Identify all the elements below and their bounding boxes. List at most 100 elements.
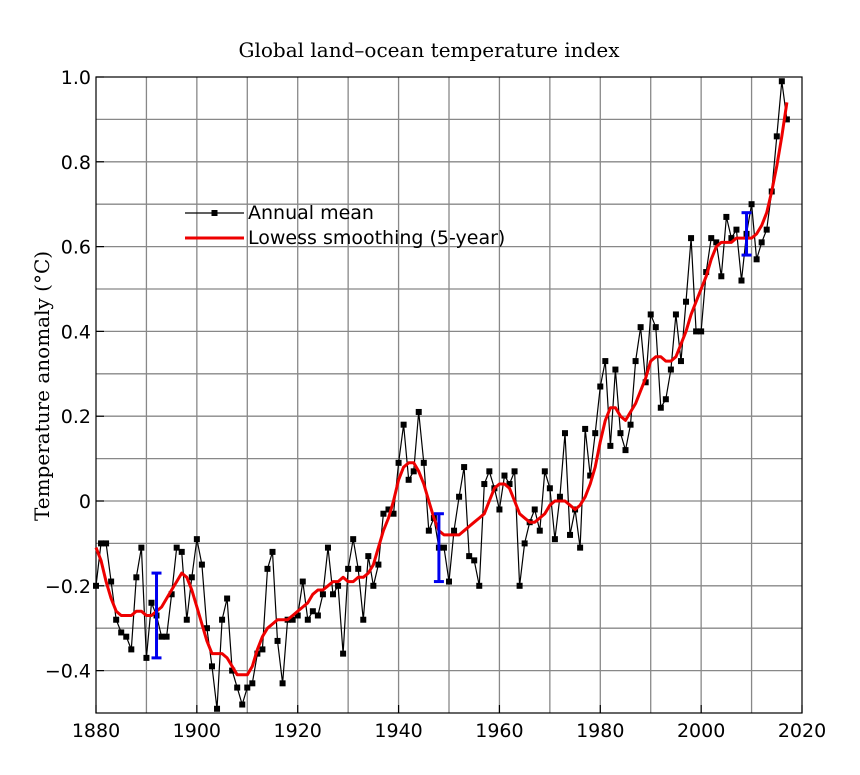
annual-mean-point bbox=[718, 273, 725, 280]
annual-mean-point bbox=[350, 536, 357, 543]
annual-mean-point bbox=[471, 557, 478, 564]
annual-mean-point bbox=[289, 616, 296, 623]
annual-mean-point bbox=[143, 654, 150, 661]
y-tick-label: 1.0 bbox=[61, 67, 91, 89]
y-axis: −0.4 −0.2 0 0.2 0.4 0.6 0.8 1.0 bbox=[45, 67, 104, 683]
annual-mean-point bbox=[551, 536, 558, 543]
annual-mean-point bbox=[193, 536, 200, 543]
annual-mean-point bbox=[713, 239, 720, 246]
annual-mean-point bbox=[269, 548, 276, 555]
annual-mean-point bbox=[456, 493, 463, 500]
annual-mean-point bbox=[541, 468, 548, 475]
annual-mean-point bbox=[698, 328, 705, 335]
error-bar bbox=[151, 571, 162, 660]
annual-mean-point bbox=[556, 493, 563, 500]
annual-mean-point bbox=[365, 553, 372, 560]
annual-mean-point bbox=[304, 616, 311, 623]
annual-mean-point bbox=[708, 235, 715, 242]
annual-mean-point bbox=[148, 599, 155, 606]
x-tick-label: 1900 bbox=[173, 720, 221, 742]
annual-mean-point bbox=[274, 637, 281, 644]
annual-mean-point bbox=[415, 408, 422, 415]
annual-mean-point bbox=[410, 468, 417, 475]
annual-mean-point bbox=[324, 544, 331, 551]
annual-mean-point bbox=[733, 226, 740, 233]
annual-mean-point bbox=[466, 553, 473, 560]
annual-mean-point bbox=[461, 464, 468, 471]
annual-mean-point bbox=[355, 565, 362, 572]
annual-mean-point bbox=[168, 591, 175, 598]
legend-smooth-label: Lowess smoothing (5-year) bbox=[248, 227, 505, 249]
annual-mean-point bbox=[229, 667, 236, 674]
annual-mean-point bbox=[496, 506, 503, 513]
annual-mean-point bbox=[637, 324, 644, 331]
annual-mean-point bbox=[133, 574, 140, 581]
annual-mean-point bbox=[203, 625, 210, 632]
annual-mean-point bbox=[138, 544, 145, 551]
annual-mean-point bbox=[173, 544, 180, 551]
annual-mean-point bbox=[259, 646, 266, 653]
annual-mean-point bbox=[688, 235, 695, 242]
y-tick-label: 0 bbox=[79, 491, 91, 513]
annual-mean-point bbox=[612, 366, 619, 373]
annual-mean-point bbox=[521, 540, 528, 547]
annual-mean-point bbox=[340, 650, 347, 657]
annual-mean-point bbox=[546, 485, 553, 492]
annual-mean-point bbox=[451, 527, 458, 534]
annual-mean-point bbox=[531, 506, 538, 513]
annual-mean-point bbox=[224, 595, 231, 602]
annual-mean-point bbox=[360, 616, 367, 623]
y-tick-label: 0.4 bbox=[61, 321, 91, 343]
annual-mean-point bbox=[486, 468, 493, 475]
error-bar bbox=[741, 211, 752, 257]
error-bar bbox=[433, 512, 444, 584]
annual-mean-point bbox=[582, 425, 589, 432]
annual-mean-point bbox=[103, 540, 110, 547]
annual-mean-point bbox=[511, 468, 518, 475]
x-tick-label: 1980 bbox=[576, 720, 624, 742]
annual-mean-point bbox=[158, 633, 165, 640]
annual-mean-point bbox=[607, 442, 614, 449]
chart-title: Global land–ocean temperature index bbox=[239, 38, 621, 62]
annual-mean-point bbox=[234, 684, 241, 691]
annual-mean-point bbox=[672, 311, 679, 318]
annual-mean-point bbox=[163, 633, 170, 640]
annual-mean-point bbox=[219, 616, 226, 623]
annual-mean-point bbox=[279, 680, 286, 687]
annual-mean-point bbox=[501, 472, 508, 479]
lowess-smoothing-line bbox=[94, 102, 789, 677]
annual-mean-point bbox=[390, 510, 397, 517]
annual-mean-point bbox=[748, 201, 755, 208]
y-tick-label: 0.8 bbox=[61, 152, 91, 174]
x-tick-label: 2000 bbox=[677, 720, 725, 742]
annual-mean-series bbox=[93, 78, 790, 712]
annual-mean-point bbox=[178, 548, 185, 555]
lowess-smoothing-series bbox=[94, 102, 789, 677]
annual-mean-point bbox=[370, 582, 377, 589]
annual-mean-point bbox=[642, 379, 649, 386]
error-bars bbox=[151, 211, 752, 660]
annual-mean-point bbox=[723, 213, 730, 220]
plot-frame bbox=[95, 76, 803, 714]
annual-mean-point bbox=[93, 582, 99, 589]
annual-mean-point bbox=[385, 506, 392, 513]
annual-mean-point bbox=[506, 481, 513, 488]
annual-mean-point bbox=[627, 421, 634, 428]
annual-mean-point bbox=[652, 324, 659, 331]
annual-mean-point bbox=[420, 459, 427, 466]
annual-mean-point bbox=[622, 447, 629, 454]
annual-mean-point bbox=[113, 616, 120, 623]
x-tick-label: 2020 bbox=[778, 720, 826, 742]
annual-mean-point bbox=[375, 561, 382, 568]
annual-mean-point bbox=[244, 684, 251, 691]
annual-mean-point bbox=[773, 133, 780, 140]
annual-mean-point bbox=[319, 591, 326, 598]
annual-mean-point bbox=[783, 116, 790, 123]
x-tick-label: 1880 bbox=[72, 720, 120, 742]
annual-mean-point bbox=[440, 544, 447, 551]
annual-mean-point bbox=[294, 612, 301, 619]
annual-mean-point bbox=[400, 421, 407, 428]
annual-mean-point bbox=[587, 472, 594, 479]
grid bbox=[96, 77, 802, 713]
